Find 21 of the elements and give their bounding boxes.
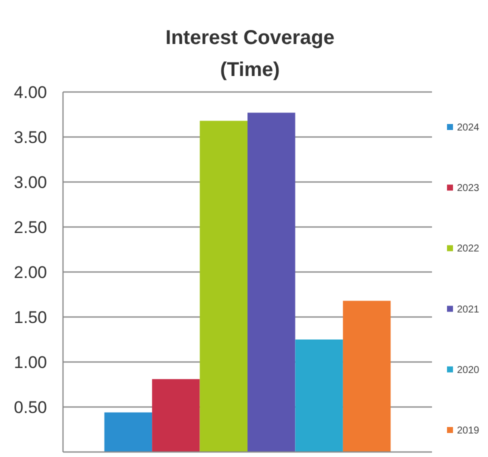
legend-label: 2019 (457, 426, 480, 436)
bar (104, 412, 152, 452)
bar (248, 112, 296, 452)
y-tick-label: 3.50 (14, 128, 47, 147)
legend-label: 2022 (457, 244, 480, 255)
bar (295, 340, 343, 452)
y-tick-label: 2.50 (14, 218, 47, 237)
legend-label: 2020 (457, 364, 480, 376)
y-tick-label: 4.00 (14, 82, 47, 102)
y-tick-label: 1.00 (14, 352, 47, 372)
y-tick-label: 3.00 (14, 172, 47, 192)
bar (200, 120, 248, 452)
bar (342, 300, 391, 452)
bar (152, 379, 200, 452)
y-tick-label: 2.00 (14, 262, 47, 282)
y-tick-label: 0.50 (14, 398, 47, 417)
legend-label: 2024 (457, 122, 480, 134)
legend-label: 2021 (457, 304, 480, 316)
legend-label: 2023 (457, 183, 480, 194)
chart-title: Interest Coverage (Time) (166, 27, 334, 81)
y-tick-label: 1.50 (14, 308, 47, 327)
